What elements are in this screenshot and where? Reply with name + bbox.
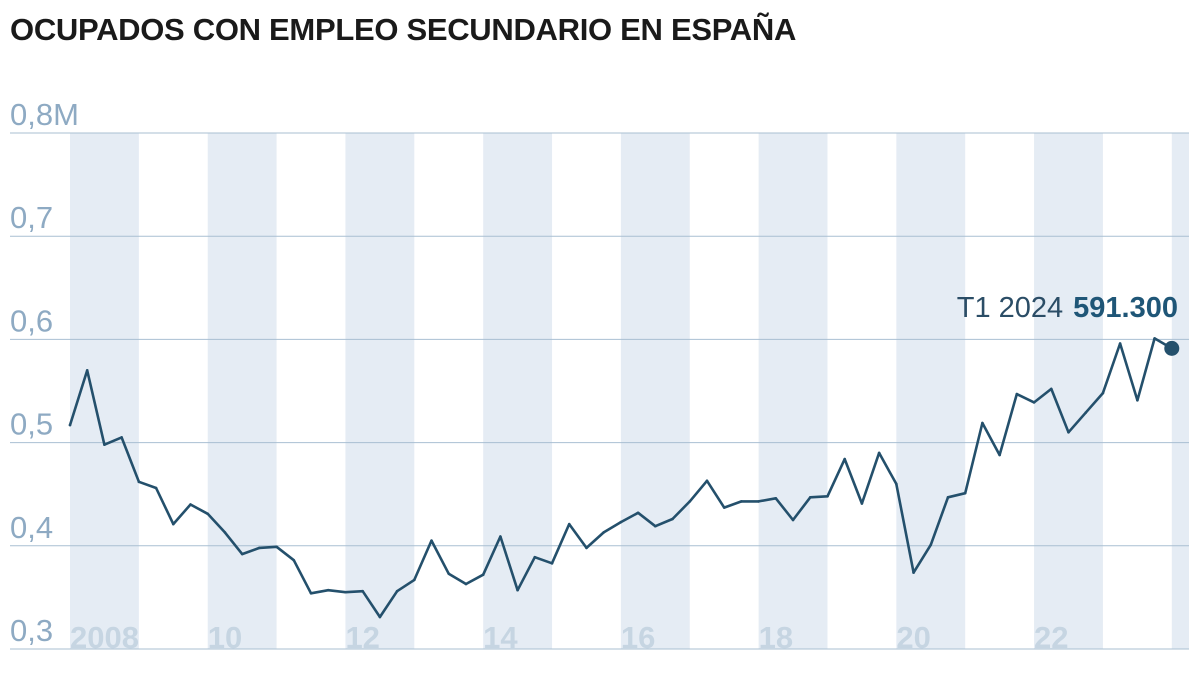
x-tick-label: 12 [345, 620, 379, 655]
data-point [223, 531, 227, 534]
data-point [1101, 391, 1105, 395]
data-point [671, 517, 674, 521]
data-point [1136, 398, 1139, 402]
data-point [808, 495, 812, 499]
data-point [430, 539, 433, 542]
data-point [585, 546, 588, 550]
data-point [654, 524, 657, 528]
data-point [413, 578, 416, 582]
data-point [912, 571, 915, 574]
data-point [395, 589, 399, 593]
data-point [550, 562, 554, 565]
annotation-text: T1 2024 591.300 [957, 292, 1178, 324]
x-tick-label: 20 [896, 620, 930, 655]
data-point [567, 522, 571, 526]
series-points [68, 337, 1174, 619]
y-tick-label: 0,7 [10, 200, 53, 235]
gridlines [10, 132, 1189, 650]
data-point [258, 546, 261, 550]
data-point [516, 588, 519, 592]
data-point [120, 436, 123, 439]
data-point [206, 512, 210, 516]
data-point [895, 482, 898, 486]
data-point [774, 497, 778, 500]
y-tick-label: 0,6 [10, 303, 53, 338]
y-axis-ticks: 0,8M 0,7 0,6 0,5 0,4 0,3 [10, 97, 79, 648]
annotation-value: 591.300 [1073, 292, 1178, 324]
data-point [1015, 392, 1019, 396]
x-tick-label: 10 [208, 620, 242, 655]
data-point [481, 573, 485, 576]
data-point [137, 480, 141, 484]
data-point [1067, 430, 1070, 434]
year-band-2016 [620, 133, 690, 649]
data-point [619, 520, 623, 524]
data-point [757, 500, 760, 503]
data-point [85, 369, 89, 372]
year-bands [70, 133, 1189, 649]
data-point [154, 486, 158, 490]
data-point [499, 535, 502, 538]
data-point [447, 572, 451, 575]
y-tick-label: 0,3 [10, 613, 53, 648]
year-band-2014 [483, 133, 553, 649]
data-point [103, 443, 106, 446]
data-point [533, 555, 537, 559]
year-band-2020 [896, 133, 966, 649]
year-band-2024 [1171, 133, 1189, 649]
data-point [998, 453, 1001, 457]
annotation-label: T1 2024 [957, 292, 1063, 324]
data-point [292, 558, 296, 562]
year-band-2022 [1034, 133, 1103, 649]
y-tick-label: 0,5 [10, 407, 53, 442]
x-tick-label: 2008 [70, 620, 139, 655]
data-point [636, 511, 640, 515]
data-point [1049, 387, 1053, 391]
data-point [68, 423, 72, 427]
year-band-2010 [207, 133, 277, 649]
data-point [860, 502, 864, 505]
x-tick-label: 16 [621, 620, 655, 655]
data-point [981, 421, 984, 425]
data-point [705, 479, 709, 483]
data-point [877, 451, 881, 455]
y-tick-label: 0,8M [10, 97, 79, 132]
x-tick-label: 18 [759, 620, 793, 655]
data-point [688, 500, 692, 503]
year-band-2018 [758, 133, 828, 649]
data-point [843, 457, 846, 461]
data-point [171, 522, 175, 526]
data-point [361, 589, 364, 593]
data-point [1032, 401, 1036, 404]
data-point [1153, 337, 1156, 340]
year-band-2012 [345, 133, 415, 649]
data-point [602, 531, 605, 534]
data-point [326, 588, 330, 592]
data-point [946, 495, 950, 499]
data-point [826, 494, 829, 498]
data-point [1084, 411, 1088, 414]
y-tick-label: 0,4 [10, 510, 53, 545]
data-point [464, 582, 468, 586]
x-tick-label: 22 [1034, 620, 1068, 655]
data-point [309, 591, 313, 595]
data-point [722, 506, 726, 509]
data-point [791, 518, 795, 522]
data-point [344, 590, 347, 594]
data-point [1118, 342, 1122, 345]
data-point [275, 545, 278, 549]
data-point [378, 615, 382, 619]
annotation: T1 2024 591.300 [957, 292, 1180, 356]
data-point [929, 543, 933, 547]
data-point [963, 491, 967, 495]
annotation-dot [1164, 340, 1180, 356]
data-point [740, 500, 743, 503]
chart-title: OCUPADOS CON EMPLEO SECUNDARIO EN ESPAÑA [10, 12, 797, 47]
x-axis-ticks: 2008 10 12 14 16 18 20 22 [70, 620, 1069, 655]
x-tick-label: 14 [483, 620, 518, 655]
data-point [240, 552, 244, 556]
data-point [189, 503, 192, 506]
